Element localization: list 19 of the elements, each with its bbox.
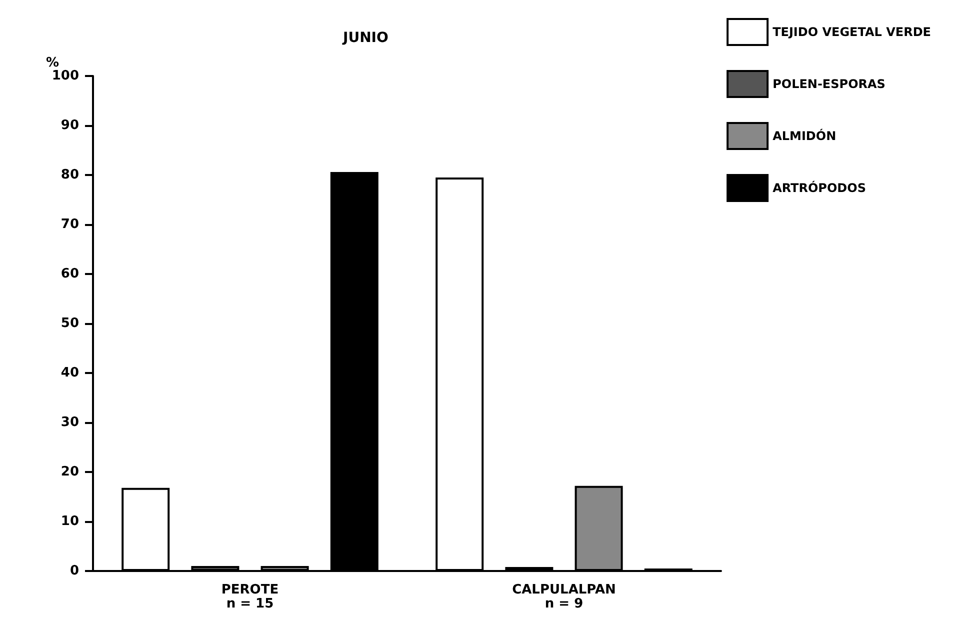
x-tick-label: PEROTE n = 15 (221, 582, 279, 612)
y-tick-label: 40 (60, 366, 79, 380)
y-axis-title: % (46, 56, 59, 71)
y-tick-label: 10 (60, 514, 79, 529)
y-tick-label: 30 (60, 415, 79, 430)
y-tick-label: 0 (70, 564, 79, 578)
y-tick-label: 20 (60, 464, 79, 480)
legend-label: ARTRÓPODOS (772, 180, 866, 195)
y-tick-label: 90 (60, 118, 79, 133)
y-tick-label: 80 (60, 168, 79, 182)
x-tick-label: CALPULALPAN n = 9 (512, 582, 616, 612)
chart-title: JUNIO (342, 30, 389, 46)
legend-label: ALMIDÓN (772, 128, 836, 143)
y-tick-label: 50 (60, 316, 79, 331)
y-tick-label: 70 (60, 217, 79, 232)
legend-label: TEJIDO VEGETAL VERDE (772, 25, 932, 39)
legend-label: POLEN-ESPORAS (772, 77, 886, 91)
y-tick-label: 100 (52, 68, 79, 84)
y-tick-label: 60 (60, 266, 79, 282)
